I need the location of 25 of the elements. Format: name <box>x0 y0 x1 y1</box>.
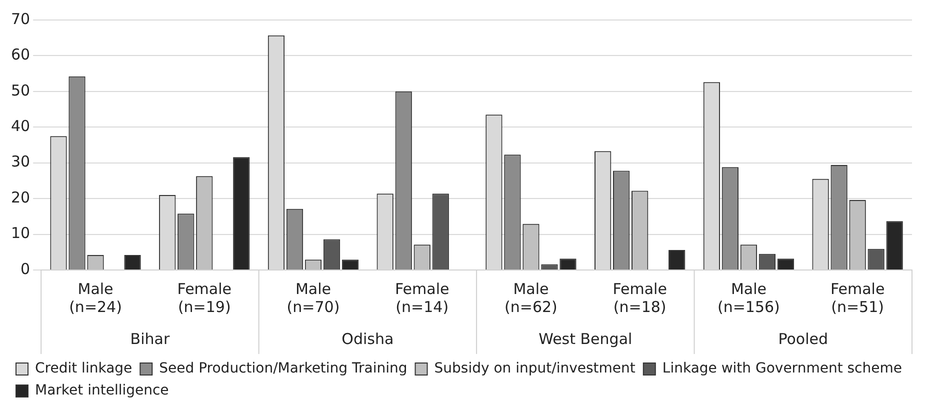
y-tick-label: 20 <box>10 188 30 206</box>
text: West Bengal <box>538 330 632 348</box>
y-tick-label: 70 <box>10 10 30 28</box>
y-tick-label: 50 <box>10 81 30 100</box>
x-tick-label: Female (n=18) <box>612 280 667 316</box>
y-tick-label: 40 <box>10 117 30 136</box>
legend-label: Seed Production/Marketing Training <box>159 360 408 377</box>
x-tick-label: Male (n=24) <box>69 280 122 316</box>
y-tick-label: 10 <box>10 224 30 242</box>
y-tick-label: 0 <box>20 260 30 278</box>
text: Pooled <box>778 330 828 348</box>
x-tick-label: Female (n=14) <box>394 280 450 316</box>
x-tick-label: Female (n=51) <box>830 280 885 316</box>
legend-label: Market intelligence <box>35 382 169 399</box>
x-tick-label: Female (n=19) <box>177 280 232 316</box>
y-tick-label: 60 <box>10 46 30 64</box>
x-tick-label: Male (n=70) <box>286 280 340 316</box>
text: Bihar <box>130 330 170 348</box>
legend-label: Linkage with Government scheme <box>662 360 902 377</box>
x-tick-label: Male (n=156) <box>717 280 780 316</box>
legend-label: Subsidy on input/investment <box>434 360 636 377</box>
y-tick-label: 30 <box>10 152 30 171</box>
legend-label: Credit linkage <box>35 360 132 377</box>
x-tick-label: Male (n=62) <box>504 280 558 316</box>
text: Odisha <box>342 330 394 348</box>
